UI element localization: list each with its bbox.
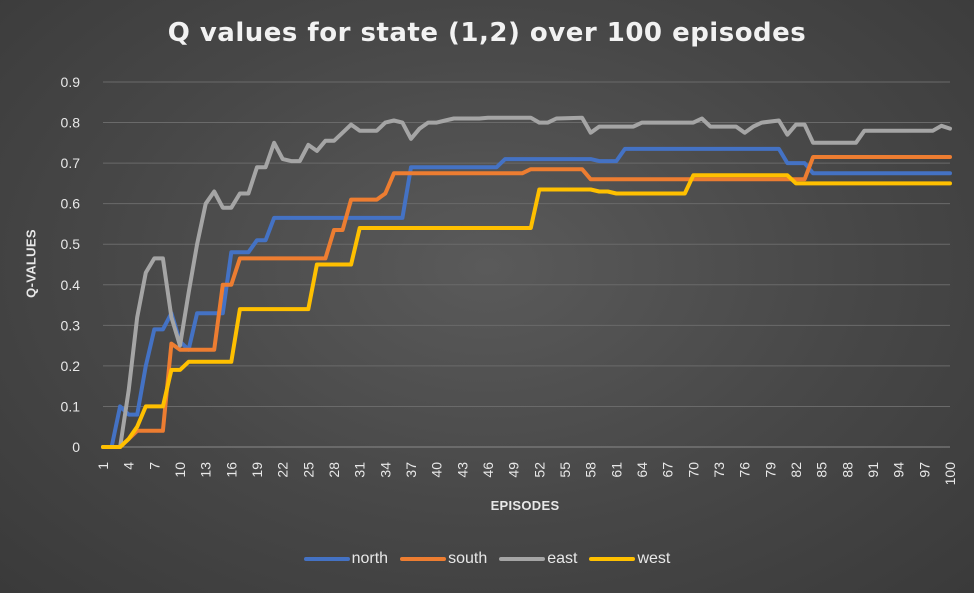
x-tick-label: 16 xyxy=(223,462,239,478)
x-tick-label: 40 xyxy=(429,462,445,478)
x-tick-label: 22 xyxy=(275,462,291,478)
x-tick-label: 10 xyxy=(172,462,188,478)
x-tick-label: 91 xyxy=(865,462,881,478)
y-tick-label: 0.6 xyxy=(61,196,81,212)
x-tick-label: 46 xyxy=(480,462,496,478)
x-tick-label: 1 xyxy=(95,462,111,470)
x-tick-label: 52 xyxy=(531,462,547,478)
legend: north south east west xyxy=(0,550,974,568)
legend-item-east: east xyxy=(499,550,577,568)
legend-label: south xyxy=(448,550,488,567)
x-tick-label: 70 xyxy=(685,462,701,478)
legend-swatch xyxy=(589,557,636,561)
y-tick-label: 0.3 xyxy=(61,317,81,333)
x-tick-label: 76 xyxy=(737,462,753,478)
y-tick-label: 0.4 xyxy=(61,277,81,293)
x-tick-label: 7 xyxy=(146,462,162,470)
x-tick-label: 43 xyxy=(454,462,470,478)
legend-swatch xyxy=(499,557,546,561)
chart-title: Q values for state (1,2) over 100 episod… xyxy=(167,18,807,48)
x-tick-label: 28 xyxy=(326,462,342,478)
x-tick-label: 88 xyxy=(839,462,855,478)
legend-item-west: west xyxy=(589,550,670,568)
legend-item-south: south xyxy=(400,550,487,568)
x-tick-label: 97 xyxy=(916,462,932,478)
x-tick-label: 37 xyxy=(403,462,419,478)
series-line-west xyxy=(101,173,952,449)
legend-swatch xyxy=(303,557,350,561)
x-tick-label: 67 xyxy=(660,462,676,478)
y-tick-label: 0.8 xyxy=(61,115,81,131)
legend-label: east xyxy=(547,550,578,567)
y-tick-label: 0.5 xyxy=(61,236,81,252)
x-axis-label: EPISODES xyxy=(490,498,560,513)
x-tick-label: 64 xyxy=(634,462,650,478)
series-line-north xyxy=(101,146,952,449)
series-line-east xyxy=(101,115,952,449)
x-tick-label: 49 xyxy=(506,462,522,478)
legend-label: north xyxy=(351,550,389,567)
x-tick-label: 13 xyxy=(198,462,214,478)
legend-label: west xyxy=(637,550,671,567)
series-line-south xyxy=(101,155,952,449)
x-tick-label: 34 xyxy=(377,462,393,478)
x-tick-label: 73 xyxy=(711,462,727,478)
x-tick-label: 79 xyxy=(762,462,778,478)
y-tick-label: 0.9 xyxy=(61,74,81,90)
x-tick-label: 31 xyxy=(352,462,368,478)
x-tick-label: 61 xyxy=(608,462,624,478)
x-tick-label: 85 xyxy=(814,462,830,478)
x-tick-label: 94 xyxy=(891,462,907,478)
y-axis-label: Q-VALUES xyxy=(23,229,39,298)
x-tick-label: 100 xyxy=(942,462,958,486)
legend-item-north: north xyxy=(303,550,389,568)
x-tick-label: 25 xyxy=(300,462,316,478)
y-tick-label: 0.1 xyxy=(61,398,81,414)
y-tick-label: 0.7 xyxy=(61,155,81,171)
x-tick-label: 58 xyxy=(583,462,599,478)
x-tick-label: 82 xyxy=(788,462,804,478)
x-tick-label: 55 xyxy=(557,462,573,478)
x-tick-label: 19 xyxy=(249,462,265,478)
legend-swatch xyxy=(400,557,447,561)
y-tick-label: 0 xyxy=(72,439,80,455)
x-tick-label: 4 xyxy=(121,462,137,470)
y-tick-label: 0.2 xyxy=(61,358,81,374)
